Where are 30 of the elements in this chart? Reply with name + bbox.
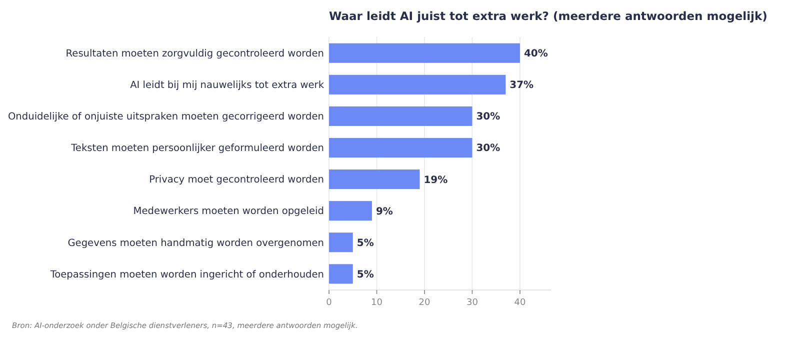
x-tick-label: 20 — [418, 298, 430, 308]
y-tick-label: Medewerkers moeten worden opgeleid — [133, 206, 324, 218]
bar — [329, 106, 472, 126]
y-tick-label: AI leidt bij mij nauwelijks tot extra werk — [130, 80, 324, 92]
y-tick-label: Onduidelijke of onjuiste uitspraken moeten gecorrigeerd worden — [8, 112, 324, 123]
x-tick-label: 10 — [371, 298, 383, 308]
data-label: 37% — [510, 80, 534, 92]
y-tick-label: Toepassingen moeten worden ingericht of onderhouden — [49, 269, 324, 280]
y-tick-label: Privacy moet gecontroleerd worden — [149, 174, 324, 186]
chart-title: Waar leidt AI juist tot extra werk? (meerdere antwoorden mogelijk) — [329, 9, 768, 23]
bar — [329, 201, 372, 221]
x-tick-label: 40 — [514, 298, 526, 308]
x-tick-label: 0 — [326, 298, 332, 308]
bar — [329, 232, 353, 252]
y-tick-label: Gegevens moeten handmatig worden overgenomen — [68, 238, 324, 249]
data-label: 5% — [356, 238, 374, 249]
bar — [329, 138, 472, 158]
bar — [329, 264, 353, 284]
data-label: 9% — [376, 206, 393, 218]
bar — [329, 43, 520, 63]
bar — [329, 74, 506, 94]
data-label: 30% — [476, 112, 500, 123]
y-tick-label: Resultaten moeten zorgvuldig gecontroleerd worden — [66, 48, 324, 60]
x-tick-label: 30 — [466, 298, 478, 308]
y-tick-label: Teksten moeten persoonlijker geformuleerd worden — [70, 143, 324, 154]
data-label: 19% — [424, 174, 448, 186]
data-label: 5% — [356, 269, 374, 280]
bar — [329, 169, 420, 190]
data-label: 40% — [524, 48, 548, 60]
data-label: 30% — [476, 143, 500, 154]
